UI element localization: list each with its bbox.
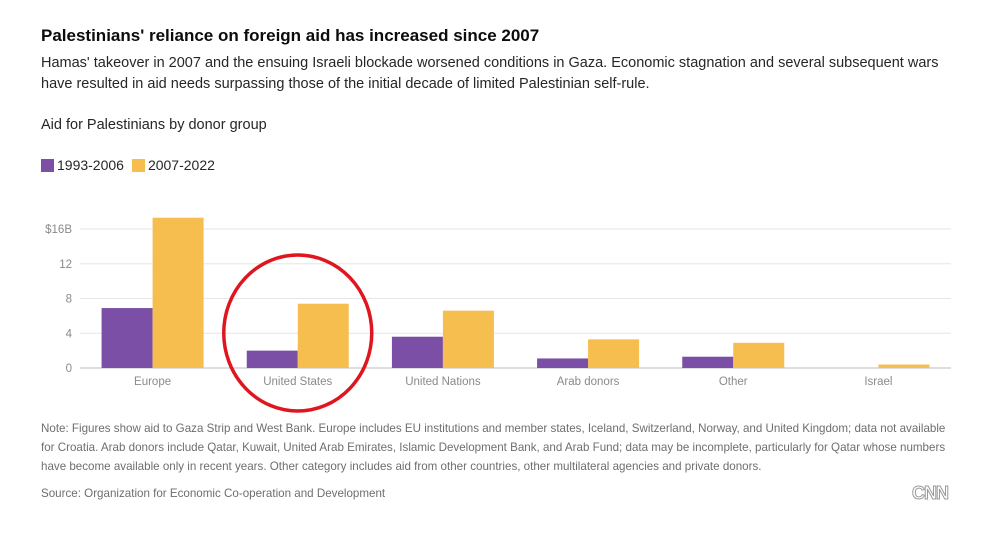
chart-source: Source: Organization for Economic Co-ope… bbox=[41, 487, 386, 500]
annotation-circle bbox=[222, 253, 374, 413]
y-tick-label: 8 bbox=[66, 294, 72, 306]
bar-2007-2022-arab-donors bbox=[588, 339, 640, 368]
bar-2007-2022-united-states bbox=[297, 303, 349, 368]
chart-legend: 1993-2006 2007-2022 bbox=[41, 157, 223, 173]
legend-swatch-1993-2006 bbox=[41, 158, 54, 172]
x-tick-label: Arab donors bbox=[557, 376, 620, 388]
legend-label-2007-2022: 2007-2022 bbox=[147, 157, 215, 173]
cnn-logo: CNN bbox=[912, 483, 950, 504]
bar-2007-2022-israel bbox=[878, 364, 930, 368]
chart-title: Aid for Palestinians by donor group bbox=[41, 117, 267, 133]
bar-2007-2022-other bbox=[733, 342, 785, 368]
legend-item-1993-2006: 1993-2006 bbox=[41, 157, 124, 173]
x-tick-label: United States bbox=[263, 376, 332, 388]
x-tick-label: Other bbox=[719, 376, 748, 388]
chart-subtitle: Hamas' takeover in 2007 and the ensuing … bbox=[41, 55, 939, 92]
x-tick-label: Israel bbox=[864, 376, 892, 388]
bar-2007-2022-europe bbox=[152, 217, 204, 368]
y-tick-label: 0 bbox=[66, 363, 72, 375]
bar-chart: 0 4 8 12 $16B Europe United States United Natio… bbox=[45, 217, 951, 413]
legend-item-2007-2022: 2007-2022 bbox=[131, 157, 215, 173]
bar-1993-2006-other bbox=[682, 356, 734, 368]
y-tick-label: 12 bbox=[59, 259, 72, 271]
chart-note: Note: Figures show aid to Gaza Strip and… bbox=[41, 422, 946, 473]
chart-headline: Palestinians' reliance on foreign aid ha… bbox=[41, 26, 540, 45]
legend-swatch-2007-2022 bbox=[131, 158, 145, 172]
legend-label-1993-2006: 1993-2006 bbox=[57, 157, 124, 173]
bar-1993-2006-united-nations bbox=[391, 336, 443, 368]
y-tick-label: $16B bbox=[45, 224, 72, 236]
bar-1993-2006-united-states bbox=[246, 350, 298, 368]
bar-2007-2022-united-nations bbox=[442, 310, 494, 368]
x-tick-label: Europe bbox=[134, 376, 171, 388]
bar-1993-2006-europe bbox=[101, 308, 153, 368]
y-tick-label: 4 bbox=[66, 328, 73, 340]
x-tick-label: United Nations bbox=[405, 376, 481, 388]
bar-1993-2006-arab-donors bbox=[537, 358, 589, 368]
